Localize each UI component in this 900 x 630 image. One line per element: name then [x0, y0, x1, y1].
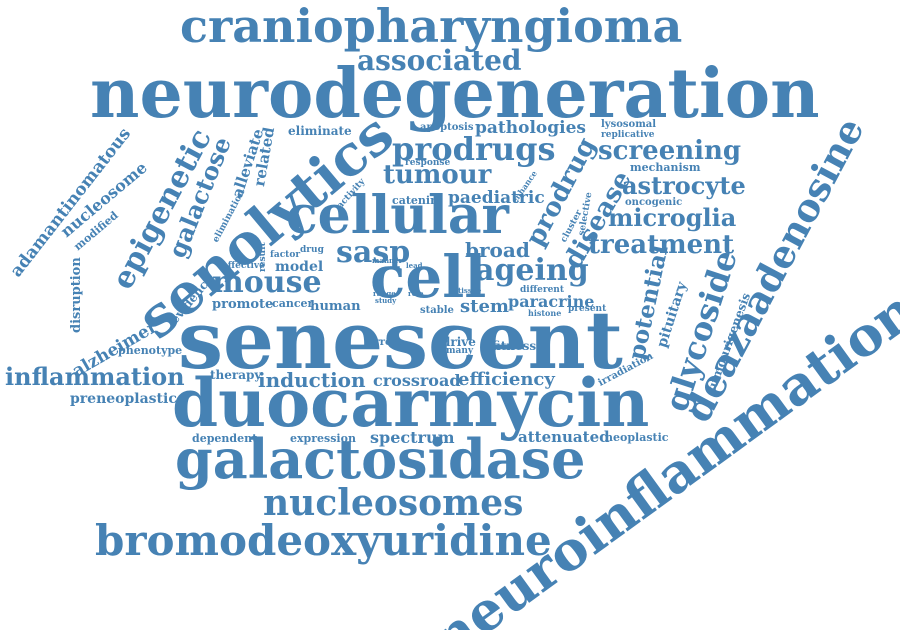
- word-associated: associated: [357, 44, 522, 77]
- word-range: range: [373, 289, 396, 298]
- word-craniopharyngioma: craniopharyngioma: [180, 0, 683, 53]
- word-ageing: ageing: [475, 253, 589, 288]
- word-microglia: microglia: [608, 203, 737, 232]
- word-phenotype: phenotype: [118, 344, 183, 357]
- word-prodrugs: prodrugs: [392, 130, 556, 168]
- word-oncogenic: oncogenic: [625, 197, 683, 208]
- word-preneoplastic: preneoplastic: [70, 391, 177, 407]
- word-cancer: cancer: [272, 297, 314, 310]
- word-tumour: tumour: [383, 160, 492, 190]
- word-crossroad: crossroad: [373, 371, 461, 390]
- word-astrocyte: astrocyte: [622, 171, 746, 200]
- word-many: many: [446, 346, 474, 356]
- word-catenin: catenin: [392, 194, 439, 207]
- word-present: present: [568, 304, 607, 314]
- word-duocarmycin: duocarmycin: [172, 364, 650, 442]
- word-spectrum: spectrum: [370, 428, 455, 447]
- word-treatment: treatment: [588, 230, 735, 260]
- word-model: model: [275, 259, 324, 275]
- word-stem: stem: [460, 296, 509, 317]
- word-human: human: [310, 299, 361, 314]
- word-nucleosomes: nucleosomes: [263, 482, 524, 524]
- word-pathologies: pathologies: [475, 118, 586, 138]
- word-effective: effective: [222, 261, 265, 271]
- word-lysosomal: lysosomal: [601, 119, 657, 130]
- word-galactosidase: galactosidase: [175, 427, 586, 491]
- word-cellular: cellular: [286, 185, 509, 246]
- word-drive: drive: [442, 335, 476, 349]
- word-arrest: arrest: [368, 337, 402, 348]
- word-screening: screening: [598, 136, 742, 166]
- word-broad: broad: [465, 238, 530, 262]
- word-role: role: [408, 289, 424, 298]
- word-lead: lead: [406, 261, 423, 270]
- word-inflammation: inflammation: [5, 362, 185, 391]
- word-neoplastic: neoplastic: [605, 431, 669, 444]
- word-paracrine: paracrine: [508, 292, 595, 311]
- word-promote: promote: [212, 297, 274, 312]
- word-apoptosis: apoptosis: [420, 122, 474, 133]
- word-dependent: dependent: [192, 432, 258, 445]
- word-bromodeoxyuridine: bromodeoxyuridine: [95, 516, 552, 565]
- word-replicative: replicative: [601, 130, 655, 140]
- word-senescent: senescent: [178, 293, 623, 387]
- word-stable: stable: [420, 305, 454, 316]
- word-attenuated: attenuated: [518, 428, 610, 446]
- word-manner: manner: [372, 256, 403, 265]
- word-disruption: disruption: [69, 257, 84, 333]
- word-paediatric: paediatric: [448, 188, 545, 208]
- word-eliminate: eliminate: [288, 124, 352, 138]
- word-sasp: sasp: [336, 235, 411, 270]
- word-different: different: [520, 285, 564, 295]
- word-tissue: tissue: [458, 286, 482, 295]
- word-factor: factor: [270, 250, 301, 260]
- word-mouse: mouse: [212, 265, 322, 300]
- word-response: response: [405, 158, 451, 168]
- word-drug: drug: [300, 245, 324, 255]
- word-mechanism: mechanism: [630, 161, 701, 174]
- word-induction: induction: [258, 368, 366, 392]
- word-cell: cell: [370, 243, 487, 311]
- word-study: study: [375, 296, 397, 305]
- word-therapy: therapy: [210, 368, 262, 382]
- word-fitness: fitness: [492, 339, 537, 353]
- word-neurodegeneration: neurodegeneration: [90, 54, 820, 134]
- word-histone: histone: [528, 308, 562, 318]
- word-expression: expression: [290, 432, 356, 445]
- word-efficiency: efficiency: [458, 369, 555, 390]
